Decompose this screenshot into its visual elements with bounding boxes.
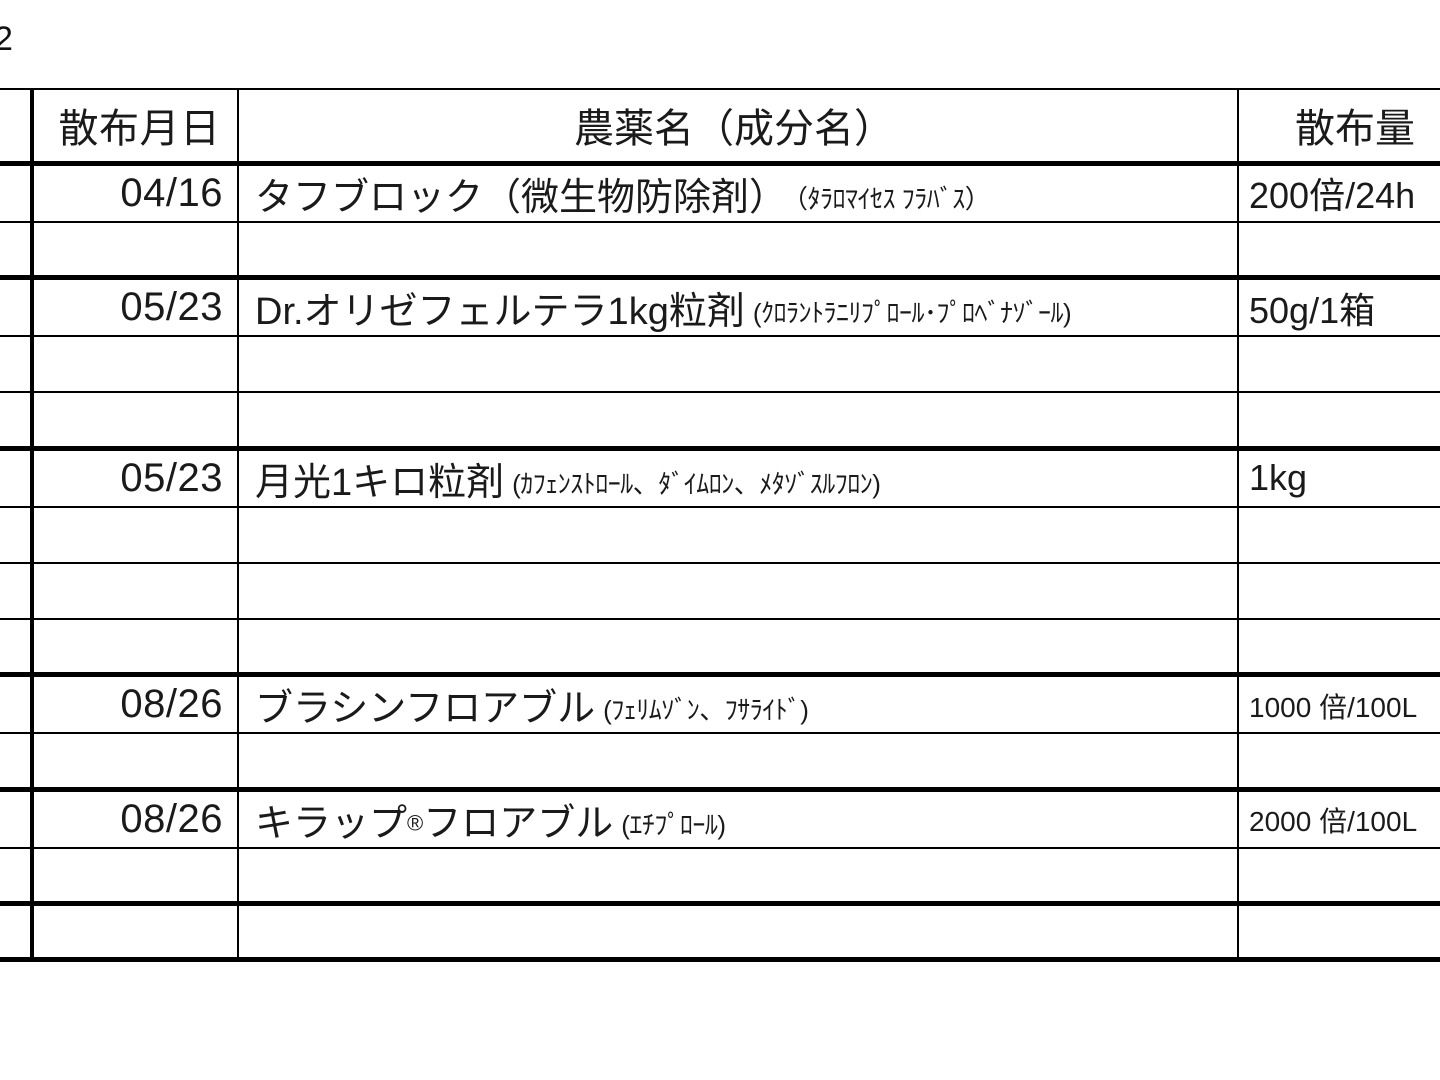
cell-spray-date: [31, 617, 239, 676]
edge-column-cell: [0, 846, 34, 905]
cell-spray-amount: [1237, 561, 1440, 620]
cell-spray-amount: [1237, 505, 1440, 564]
edge-column-cell: [0, 391, 34, 449]
cell-pesticide-name: タフブロック（微生物防除剤） （ﾀﾗﾛﾏｲｾｽ ﾌﾗﾊﾞｽ）: [237, 160, 1239, 223]
cell-pesticide-name: [237, 391, 1239, 449]
table-row-blank: [0, 505, 1440, 564]
cell-spray-amount: 1000 倍/100L: [1237, 672, 1440, 734]
cell-spray-date: 05/23: [31, 445, 239, 508]
edge-column-cell: [0, 220, 34, 279]
cell-spray-date: [31, 505, 239, 564]
table-row: 04/16 タフブロック（微生物防除剤） （ﾀﾗﾛﾏｲｾｽ ﾌﾗﾊﾞｽ） 200倍/2…: [0, 160, 1440, 223]
edge-column-cell: [0, 617, 34, 676]
cell-spray-amount: 200倍/24h: [1237, 160, 1440, 223]
cell-spray-date: 08/26: [31, 786, 239, 849]
table-row-blank: [0, 846, 1440, 905]
cell-pesticide-name: [237, 901, 1239, 962]
header-spray-amount: 散布量: [1237, 88, 1440, 166]
edge-column-cell: [0, 561, 34, 620]
pesticide-product-name: キラップ®フロアブル: [255, 802, 614, 845]
pesticide-ingredients: (ﾌｪﾘﾑｿﾞﾝ、ﾌｻﾗｲﾄﾞ): [603, 695, 809, 725]
cell-spray-amount: 1kg: [1237, 445, 1440, 508]
table-row-blank: [0, 220, 1440, 279]
cell-pesticide-name: [237, 846, 1239, 905]
edge-column-cell: [0, 88, 34, 166]
pesticide-ingredients: (ｶﾌｪﾝｽﾄﾛｰﾙ、ﾀﾞｲﾑﾛﾝ、ﾒﾀｿﾞｽﾙﾌﾛﾝ): [512, 468, 881, 499]
spray-amount-value: 200倍/24h: [1249, 175, 1416, 216]
edge-column-cell: [0, 732, 34, 790]
table-row-blank: [0, 391, 1440, 449]
registered-trademark-icon: ®: [407, 809, 424, 835]
cell-spray-date: [31, 732, 239, 790]
cell-spray-date: [31, 561, 239, 620]
spray-amount-value: 2000 倍/100L: [1249, 806, 1418, 837]
edge-column-cell: [0, 445, 34, 508]
pesticide-product-name: Dr.オリゼフェルテラ1kg粒剤: [255, 291, 745, 333]
pesticide-product-name: ブラシンフロアブル: [255, 688, 596, 730]
cell-spray-date: [31, 901, 239, 962]
table-header-row: 散布月日 農薬名（成分名） 散布量: [0, 88, 1440, 166]
edge-column-cell: [0, 786, 34, 849]
cell-spray-amount: [1237, 220, 1440, 279]
table-row-blank: [0, 901, 1440, 962]
cell-pesticide-name: 月光1キロ粒剤 (ｶﾌｪﾝｽﾄﾛｰﾙ、ﾀﾞｲﾑﾛﾝ、ﾒﾀｿﾞｽﾙﾌﾛﾝ): [237, 445, 1239, 508]
cell-spray-date: [31, 391, 239, 449]
pesticide-ingredients: (ｴﾁﾌﾟﾛｰﾙ): [621, 809, 726, 840]
pesticide-product-name: 月光1キロ粒剤: [255, 461, 505, 504]
cell-spray-amount: [1237, 732, 1440, 790]
cell-spray-date: 04/16: [31, 160, 239, 223]
cell-spray-amount: [1237, 391, 1440, 449]
cell-spray-amount: [1237, 846, 1440, 905]
header-spray-date: 散布月日: [31, 88, 239, 166]
cell-spray-date: 05/23: [31, 275, 239, 337]
table-row: 08/26 ブラシンフロアブル (ﾌｪﾘﾑｿﾞﾝ、ﾌｻﾗｲﾄﾞ) 1000 倍/100…: [0, 672, 1440, 734]
edge-column-cell: [0, 505, 34, 564]
cell-spray-amount: 2000 倍/100L: [1237, 786, 1440, 849]
cell-pesticide-name: [237, 335, 1239, 393]
table-row-blank: [0, 561, 1440, 620]
edge-column-cell: [0, 160, 34, 223]
cell-spray-date: [31, 846, 239, 905]
table-row: 08/26 キラップ®フロアブル (ｴﾁﾌﾟﾛｰﾙ) 2000 倍/100L: [0, 786, 1440, 849]
cell-pesticide-name: [237, 220, 1239, 279]
edge-column-cell: [0, 901, 34, 962]
pesticide-ingredients: （ﾀﾗﾛﾏｲｾｽ ﾌﾗﾊﾞｽ）: [795, 183, 991, 214]
cell-pesticide-name: [237, 505, 1239, 564]
cell-spray-amount: 50g/1箱: [1237, 275, 1440, 337]
cell-pesticide-name: [237, 617, 1239, 676]
pesticide-ingredients: (ｸﾛﾗﾝﾄﾗﾆﾘﾌﾟﾛｰﾙ･ﾌﾟﾛﾍﾞﾅｿﾞｰﾙ): [752, 298, 1072, 328]
cell-spray-date: [31, 335, 239, 393]
cell-pesticide-name: [237, 732, 1239, 790]
table-row: 05/23 月光1キロ粒剤 (ｶﾌｪﾝｽﾄﾛｰﾙ、ﾀﾞｲﾑﾛﾝ、ﾒﾀｿﾞｽﾙﾌﾛﾝ)…: [0, 445, 1440, 508]
table-row-blank: [0, 335, 1440, 393]
cell-spray-amount: [1237, 901, 1440, 962]
spray-amount-value: 1kg: [1249, 457, 1308, 498]
edge-column-cell: [0, 672, 34, 734]
table-row-blank: [0, 617, 1440, 676]
cell-pesticide-name: Dr.オリゼフェルテラ1kg粒剤 (ｸﾛﾗﾝﾄﾗﾆﾘﾌﾟﾛｰﾙ･ﾌﾟﾛﾍﾞﾅｿﾞｰ…: [237, 275, 1239, 337]
clipped-edge-character: 2: [0, 20, 13, 58]
edge-column-cell: [0, 275, 34, 337]
cell-pesticide-name: [237, 561, 1239, 620]
spray-amount-value: 1000 倍/100L: [1249, 691, 1418, 723]
spray-amount-value: 50g/1箱: [1249, 289, 1376, 331]
table-row: 05/23 Dr.オリゼフェルテラ1kg粒剤 (ｸﾛﾗﾝﾄﾗﾆﾘﾌﾟﾛｰﾙ･ﾌﾟﾛﾍ…: [0, 275, 1440, 337]
cell-spray-date: [31, 220, 239, 279]
pesticide-application-table: 散布月日 農薬名（成分名） 散布量 04/16 タフブロック（微生物防除剤） （ﾀﾗ…: [0, 88, 1440, 962]
edge-column-cell: [0, 335, 34, 393]
cell-spray-amount: [1237, 617, 1440, 676]
cell-spray-date: 08/26: [31, 672, 239, 734]
cell-spray-amount: [1237, 335, 1440, 393]
table-row-blank: [0, 732, 1440, 790]
cell-pesticide-name: キラップ®フロアブル (ｴﾁﾌﾟﾛｰﾙ): [237, 786, 1239, 849]
pesticide-product-name: タフブロック（微生物防除剤）: [255, 176, 788, 219]
header-pesticide-name: 農薬名（成分名）: [237, 88, 1239, 166]
cell-pesticide-name: ブラシンフロアブル (ﾌｪﾘﾑｿﾞﾝ、ﾌｻﾗｲﾄﾞ): [237, 672, 1239, 734]
